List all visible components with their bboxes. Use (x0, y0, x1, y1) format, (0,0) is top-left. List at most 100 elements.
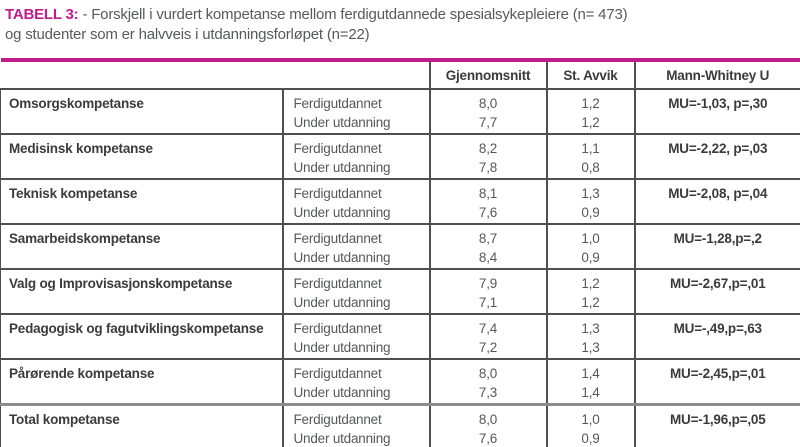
status-under-utdanning-label: Under utdanning (293, 160, 391, 175)
competence-name: Omsorgskompetanse (0, 89, 283, 134)
sd-ferdigutdannet: 1,3 (581, 321, 600, 336)
mean-under-utdanning: 7,3 (478, 385, 498, 400)
sd-cell: 1,3 1,3 (545, 314, 635, 359)
status-cell: Ferdigutdannet Under utdanning (281, 224, 430, 269)
sd-under-utdanning: 1,4 (581, 385, 600, 400)
competence-name: Teknisk kompetanse (0, 179, 283, 224)
status-under-utdanning-label: Under utdanning (293, 115, 391, 130)
table-caption: TABELL 3: - Forskjell i vurdert kompetan… (0, 0, 800, 45)
table-row: Omsorgskompetanse Ferdigutdannet Under u… (0, 89, 800, 134)
header-st-avvik: St. Avvik (545, 60, 635, 90)
mean-under-utdanning: 7,8 (478, 160, 498, 175)
table-row: Medisinsk kompetanse Ferdigutdannet Unde… (0, 134, 800, 179)
mean-cell: 8,7 8,4 (428, 224, 547, 269)
mean-under-utdanning: 7,7 (478, 115, 498, 130)
mean-cell: 7,9 7,1 (428, 269, 547, 314)
mean-cell: 8,1 7,6 (428, 179, 547, 224)
competence-table: Gjennomsnitt St. Avvik Mann-Whitney U Om… (0, 58, 800, 447)
status-ferdigutdannet-label: Ferdigutdannet (293, 96, 382, 111)
table-caption-text-line1: - Forskjell i vurdert kompetanse mellom … (82, 6, 628, 23)
mean-under-utdanning: 7,6 (478, 205, 498, 220)
table-caption-label: TABELL 3: (5, 6, 79, 23)
status-cell: Ferdigutdannet Under utdanning (281, 359, 430, 405)
mann-whitney-value: MU=-2,08, p=,04 (633, 179, 800, 224)
sd-ferdigutdannet: 1,0 (581, 231, 600, 246)
status-under-utdanning-label: Under utdanning (293, 340, 391, 355)
mann-whitney-value: MU=-2,45,p=,01 (633, 359, 800, 405)
status-under-utdanning-label: Under utdanning (293, 431, 391, 446)
mean-ferdigutdannet: 8,0 (478, 96, 498, 111)
sd-under-utdanning: 0,9 (581, 431, 600, 446)
mean-under-utdanning: 7,1 (478, 295, 498, 310)
mean-ferdigutdannet: 8,0 (478, 366, 498, 381)
sd-under-utdanning: 0,9 (581, 205, 600, 220)
mann-whitney-value: MU=-1,96,p=,05 (633, 404, 800, 447)
status-under-utdanning-label: Under utdanning (293, 205, 391, 220)
header-mann-whitney-u: Mann-Whitney U (633, 60, 800, 90)
status-cell: Ferdigutdannet Under utdanning (281, 404, 430, 447)
sd-under-utdanning: 0,8 (581, 160, 600, 175)
header-empty-cell (0, 60, 430, 90)
sd-under-utdanning: 1,2 (581, 115, 600, 130)
mean-cell: 7,4 7,2 (428, 314, 547, 359)
status-ferdigutdannet-label: Ferdigutdannet (293, 276, 382, 291)
table-caption-text-line2: og studenter som er halvveis i utdanning… (5, 26, 370, 43)
status-cell: Ferdigutdannet Under utdanning (281, 269, 430, 314)
mann-whitney-value: MU=-,49,p=,63 (633, 314, 800, 359)
competence-name: Medisinsk kompetanse (0, 134, 283, 179)
mean-ferdigutdannet: 7,9 (478, 276, 498, 291)
status-cell: Ferdigutdannet Under utdanning (281, 314, 430, 359)
status-ferdigutdannet-label: Ferdigutdannet (293, 412, 382, 427)
mean-cell: 8,2 7,8 (428, 134, 547, 179)
table-row: Samarbeidskompetanse Ferdigutdannet Unde… (0, 224, 800, 269)
table-row: Total kompetanse Ferdigutdannet Under ut… (0, 404, 800, 447)
table-row: Pedagogisk og fagutviklingskompetanse Fe… (0, 314, 800, 359)
sd-ferdigutdannet: 1,3 (581, 186, 600, 201)
mean-cell: 8,0 7,7 (428, 89, 547, 134)
mann-whitney-value: MU=-1,28,p=,2 (633, 224, 800, 269)
competence-name: Valg og Improvisasjonskompetanse (0, 269, 283, 314)
competence-name: Pårørende kompetanse (0, 359, 283, 405)
sd-under-utdanning: 1,2 (581, 295, 600, 310)
mean-under-utdanning: 7,6 (478, 431, 498, 446)
competence-name: Samarbeidskompetanse (0, 224, 283, 269)
mean-under-utdanning: 8,4 (478, 250, 498, 265)
mean-ferdigutdannet: 8,2 (478, 141, 498, 156)
table-row: Valg og Improvisasjonskompetanse Ferdigu… (0, 269, 800, 314)
mean-cell: 8,0 7,3 (428, 359, 547, 405)
sd-ferdigutdannet: 1,2 (581, 96, 600, 111)
sd-ferdigutdannet: 1,2 (581, 276, 600, 291)
mann-whitney-value: MU=-1,03, p=,30 (633, 89, 800, 134)
status-ferdigutdannet-label: Ferdigutdannet (293, 366, 382, 381)
mean-ferdigutdannet: 8,1 (478, 186, 498, 201)
mean-ferdigutdannet: 8,7 (478, 231, 498, 246)
status-under-utdanning-label: Under utdanning (293, 250, 391, 265)
mean-ferdigutdannet: 8,0 (478, 412, 498, 427)
sd-under-utdanning: 1,3 (581, 340, 600, 355)
sd-under-utdanning: 0,9 (581, 250, 600, 265)
mann-whitney-value: MU=-2,22, p=,03 (633, 134, 800, 179)
sd-ferdigutdannet: 1,0 (581, 412, 600, 427)
status-ferdigutdannet-label: Ferdigutdannet (293, 186, 382, 201)
status-cell: Ferdigutdannet Under utdanning (281, 134, 430, 179)
sd-cell: 1,2 1,2 (545, 269, 635, 314)
status-cell: Ferdigutdannet Under utdanning (281, 89, 430, 134)
status-ferdigutdannet-label: Ferdigutdannet (293, 141, 382, 156)
mean-under-utdanning: 7,2 (478, 340, 498, 355)
sd-cell: 1,4 1,4 (545, 359, 635, 405)
competence-name: Pedagogisk og fagutviklingskompetanse (0, 314, 283, 359)
table-row: Pårørende kompetanse Ferdigutdannet Unde… (0, 359, 800, 405)
status-cell: Ferdigutdannet Under utdanning (281, 179, 430, 224)
status-ferdigutdannet-label: Ferdigutdannet (293, 321, 382, 336)
mean-ferdigutdannet: 7,4 (478, 321, 498, 336)
mann-whitney-value: MU=-2,67,p=,01 (633, 269, 800, 314)
competence-name: Total kompetanse (0, 404, 283, 447)
table-header-row: Gjennomsnitt St. Avvik Mann-Whitney U (0, 60, 800, 90)
sd-cell: 1,2 1,2 (545, 89, 635, 134)
header-gjennomsnitt: Gjennomsnitt (428, 60, 547, 90)
sd-cell: 1,0 0,9 (545, 404, 635, 447)
status-under-utdanning-label: Under utdanning (293, 385, 391, 400)
sd-ferdigutdannet: 1,1 (581, 141, 600, 156)
mean-cell: 8,0 7,6 (428, 404, 547, 447)
